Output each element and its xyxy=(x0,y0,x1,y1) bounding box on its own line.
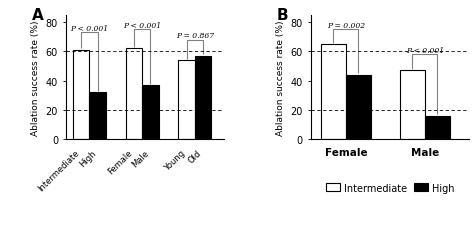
Bar xyxy=(321,45,346,140)
Text: P < 0.001: P < 0.001 xyxy=(406,46,444,54)
Legend: Intermediate, High: Intermediate, High xyxy=(322,179,458,197)
Bar xyxy=(195,56,211,140)
Text: P < 0.001: P < 0.001 xyxy=(123,22,161,29)
Bar xyxy=(90,93,106,140)
Text: P = 0.867: P = 0.867 xyxy=(176,32,214,40)
Bar xyxy=(73,51,90,140)
Bar xyxy=(346,75,371,140)
Bar xyxy=(126,49,142,140)
Text: P = 0.002: P = 0.002 xyxy=(327,22,365,29)
Text: P < 0.001: P < 0.001 xyxy=(70,25,109,32)
Bar xyxy=(178,61,195,140)
Y-axis label: Ablation success rate (%): Ablation success rate (%) xyxy=(276,20,285,135)
Y-axis label: Ablation success rate (%): Ablation success rate (%) xyxy=(31,20,40,135)
Bar xyxy=(425,116,449,140)
Text: A: A xyxy=(32,8,43,23)
Bar xyxy=(400,71,425,140)
Bar xyxy=(142,86,158,140)
Text: B: B xyxy=(276,8,288,23)
